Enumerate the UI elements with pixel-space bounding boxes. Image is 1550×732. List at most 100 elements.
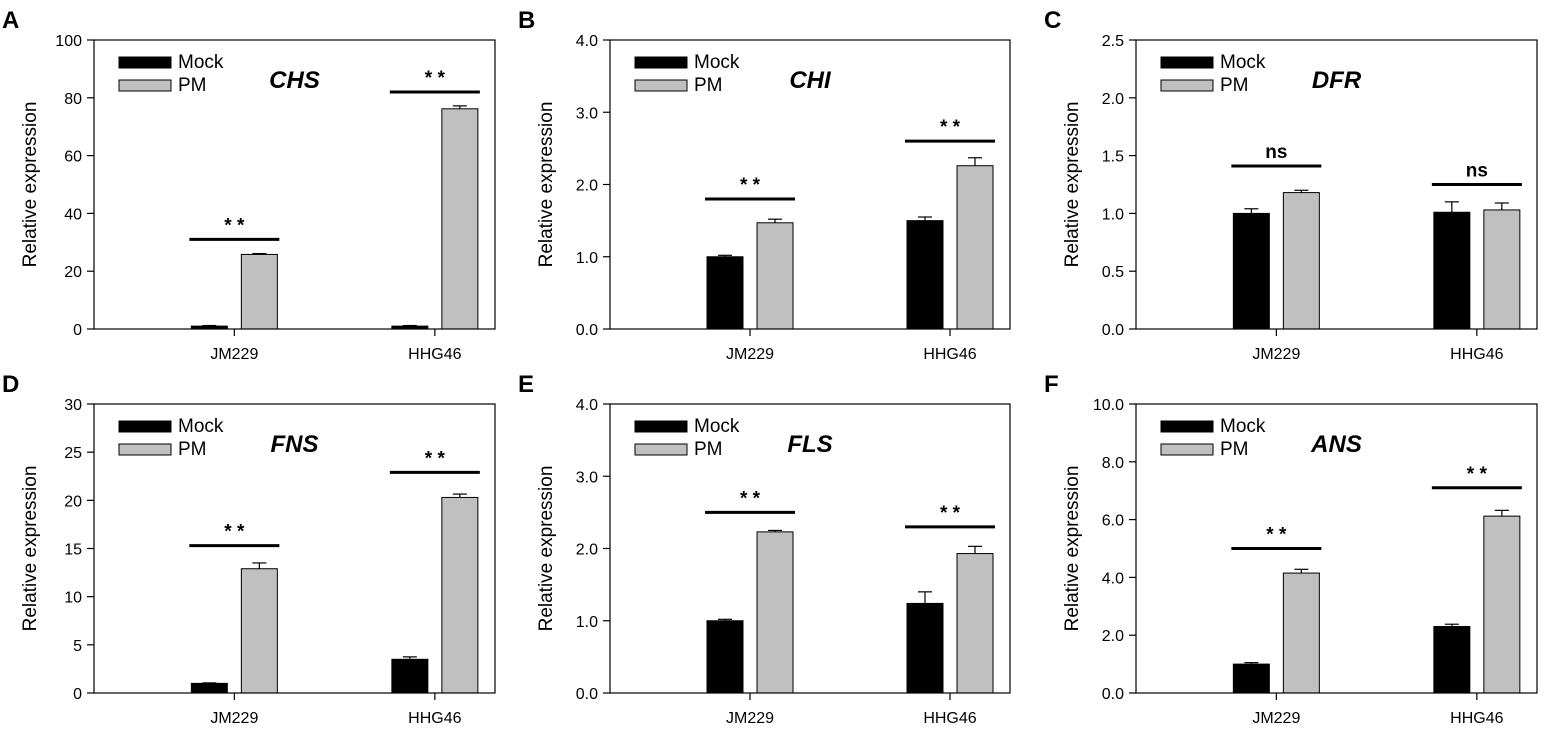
legend-swatch-mock [1160, 420, 1214, 433]
y-tick-label: 10.0 [1093, 397, 1124, 414]
panel-d: D Relative expression 0 5 10 15 20 25 30 JM229 HHG… [2, 371, 496, 727]
x-tick-label: HHG46 [1450, 346, 1503, 363]
panel-label: D [2, 371, 19, 398]
legend-swatch-mock [634, 420, 688, 433]
y-tick-label: 1.0 [1102, 206, 1124, 223]
bar-pm-hhg46 [441, 108, 479, 330]
significance-label: * * [425, 448, 446, 469]
bar-pm-jm229 [1282, 192, 1320, 330]
legend-label-pm: PM [1220, 439, 1249, 460]
plot-frame [1135, 403, 1538, 694]
y-tick-label: 4.0 [1102, 570, 1124, 587]
x-tick-label: HHG46 [923, 710, 976, 727]
significance-label: * * [940, 503, 961, 524]
gene-title: FNS [271, 431, 319, 458]
plot-frame [1135, 39, 1538, 330]
y-tick-label: 25 [64, 445, 82, 462]
plot-frame [609, 403, 1011, 694]
significance-label: * * [940, 117, 961, 138]
y-tick-label: 2.0 [1102, 628, 1124, 645]
legend-label-pm: PM [178, 439, 207, 460]
y-axis-label: Relative expression [1062, 466, 1083, 632]
legend-swatch-pm [118, 79, 172, 92]
x-tick-label: JM229 [726, 710, 774, 727]
y-tick-label: 20 [64, 493, 82, 510]
x-tick-label: JM229 [1252, 346, 1300, 363]
x-tick-label: JM229 [1252, 710, 1300, 727]
legend-swatch-mock [118, 420, 172, 433]
legend-swatch-pm [1160, 79, 1214, 92]
bar-mock-jm229 [706, 620, 744, 694]
bar-mock-hhg46 [1433, 626, 1471, 694]
y-tick-label: 0.5 [1102, 264, 1124, 281]
y-axis-label: Relative expression [20, 466, 41, 632]
bar-mock-hhg46 [391, 658, 429, 694]
legend-swatch-mock [634, 56, 688, 69]
y-tick-label: 8.0 [1102, 455, 1124, 472]
y-tick-label: 30 [64, 397, 82, 414]
y-tick-label: 15 [64, 542, 82, 559]
legend-label-pm: PM [178, 75, 207, 96]
significance-label: * * [1266, 525, 1287, 546]
y-tick-label: 0.0 [576, 686, 598, 703]
y-tick-label: 1.0 [576, 250, 598, 267]
significance-label: ns [1265, 142, 1287, 163]
y-tick-label: 6.0 [1102, 513, 1124, 530]
bar-pm-jm229 [756, 222, 794, 330]
y-tick-label: 3.0 [576, 105, 598, 122]
panel-label: F [1044, 371, 1059, 398]
significance-label: ns [1466, 161, 1488, 182]
significance-label: * * [224, 522, 245, 543]
plot-frame [609, 39, 1011, 330]
y-tick-label: 2.0 [1102, 91, 1124, 108]
y-tick-label: 0 [73, 322, 82, 339]
y-axis-label: Relative expression [536, 102, 557, 268]
bar-mock-jm229 [1232, 663, 1270, 694]
significance-label: * * [740, 175, 761, 196]
legend-swatch-pm [634, 443, 688, 456]
bar-pm-jm229 [240, 253, 278, 330]
y-tick-label: 0.0 [576, 322, 598, 339]
bar-mock-jm229 [190, 682, 228, 694]
legend-swatch-mock [1160, 56, 1214, 69]
y-tick-label: 1.5 [1102, 149, 1124, 166]
panel-label: B [518, 7, 535, 34]
legend-label-mock: Mock [694, 52, 740, 73]
significance-label: * * [1467, 464, 1488, 485]
y-tick-label: 40 [64, 206, 82, 223]
bar-pm-hhg46 [441, 496, 479, 694]
y-tick-label: 2.5 [1102, 33, 1124, 50]
bar-pm-jm229 [1282, 572, 1320, 694]
panel-label: C [1044, 7, 1061, 34]
y-tick-label: 20 [64, 264, 82, 281]
bar-pm-hhg46 [1483, 209, 1521, 330]
bar-pm-hhg46 [956, 553, 994, 694]
gene-title: CHI [789, 67, 832, 94]
bar-pm-jm229 [240, 568, 278, 694]
bar-mock-jm229 [706, 256, 744, 330]
legend-label-mock: Mock [694, 416, 740, 437]
legend-label-mock: Mock [1220, 416, 1266, 437]
legend-label-mock: Mock [178, 416, 224, 437]
plot-frame [93, 403, 496, 694]
legend-swatch-pm [118, 443, 172, 456]
plot-frame [93, 39, 496, 330]
x-tick-label: HHG46 [923, 346, 976, 363]
y-axis-label: Relative expression [536, 466, 557, 632]
bar-pm-jm229 [756, 531, 794, 694]
y-tick-label: 2.0 [576, 178, 598, 195]
y-tick-label: 4.0 [576, 33, 598, 50]
y-tick-label: 5 [73, 638, 82, 655]
gene-title: ANS [1310, 431, 1362, 458]
legend-label-pm: PM [1220, 75, 1249, 96]
significance-label: * * [425, 68, 446, 89]
bar-mock-hhg46 [906, 220, 944, 330]
x-tick-label: JM229 [726, 346, 774, 363]
panel-label: E [518, 371, 534, 398]
y-tick-label: 0.0 [1102, 686, 1124, 703]
significance-label: * * [740, 488, 761, 509]
bar-mock-hhg46 [906, 602, 944, 694]
y-tick-label: 4.0 [576, 397, 598, 414]
x-tick-label: JM229 [210, 346, 258, 363]
y-tick-label: 60 [64, 149, 82, 166]
